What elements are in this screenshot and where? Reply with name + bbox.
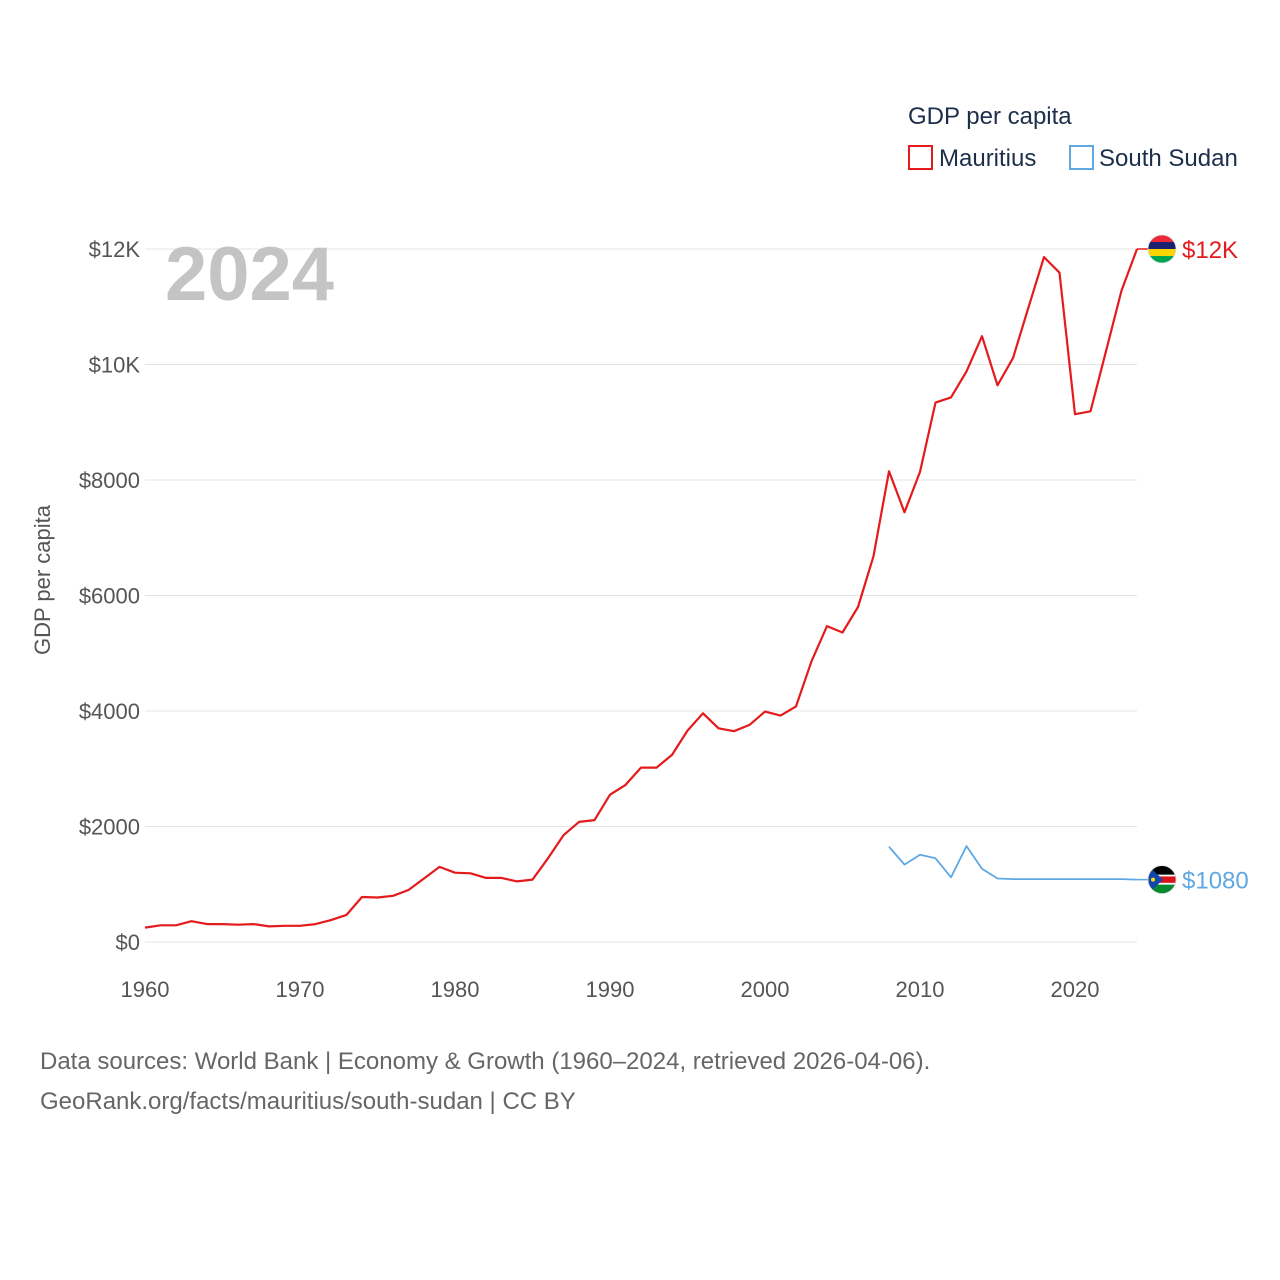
end-markers: $12K $1080 — [1137, 234, 1249, 895]
x-tick-label: 2000 — [741, 977, 790, 1002]
legend-swatch-mauritius — [908, 145, 933, 170]
y-tick-label: $10K — [89, 353, 141, 378]
y-tick-label: $2000 — [79, 815, 140, 840]
flag-outline-south-sudan — [1147, 865, 1177, 895]
legend-swatch-south-sudan — [1069, 145, 1094, 170]
flag-outline-mauritius — [1147, 234, 1177, 264]
flag-icon-mauritius — [1148, 235, 1176, 263]
series-line-mauritius — [144, 248, 1139, 929]
x-tick-labels: 1960 1970 1980 1990 2000 2010 2020 — [121, 977, 1100, 1002]
y-tick-label: $0 — [116, 930, 140, 955]
grid — [145, 248, 1137, 943]
footer: Data sources: World Bank | Economy & Gro… — [40, 1042, 930, 1122]
legend[interactable]: GDP per capita Mauritius South Sudan — [908, 103, 1238, 172]
y-tick-label: $12K — [89, 237, 141, 262]
x-tick-label: 1990 — [586, 977, 635, 1002]
y-tick-labels: $0 $2000 $4000 $6000 $8000 $10K $12K — [79, 237, 141, 955]
end-value-label-south-sudan: $1080 — [1182, 868, 1249, 895]
y-tick-label: $4000 — [79, 699, 140, 724]
x-tick-label: 1960 — [121, 977, 170, 1002]
legend-title: GDP per capita — [908, 103, 1072, 130]
year-label: 2024 — [165, 232, 334, 317]
series-lines — [144, 248, 1139, 929]
legend-label-south-sudan: South Sudan — [1099, 145, 1238, 172]
x-tick-label: 2020 — [1051, 977, 1100, 1002]
y-axis-title: GDP per capita — [30, 504, 55, 655]
footer-sources: Data sources: World Bank | Economy & Gro… — [40, 1048, 931, 1075]
x-tick-label: 1980 — [431, 977, 480, 1002]
legend-item-mauritius[interactable]: Mauritius — [908, 145, 1036, 172]
footer-url: GeoRank.org/facts/mauritius/south-sudan … — [40, 1088, 576, 1115]
x-tick-label: 1970 — [276, 977, 325, 1002]
gdp-per-capita-chart: $0$2000$4000$6000$8000$10K$12K 1960 1970 1… — [30, 103, 1249, 1002]
legend-item-south-sudan[interactable]: South Sudan — [1069, 145, 1238, 172]
series-line-south-sudan — [888, 845, 1138, 881]
end-value-label-mauritius: $12K — [1182, 237, 1238, 264]
y-tick-label: $6000 — [79, 584, 140, 609]
x-tick-label: 2010 — [896, 977, 945, 1002]
legend-label-mauritius: Mauritius — [939, 145, 1036, 172]
flag-icon-south-sudan — [1148, 865, 1176, 894]
y-tick-label: $8000 — [79, 468, 140, 493]
